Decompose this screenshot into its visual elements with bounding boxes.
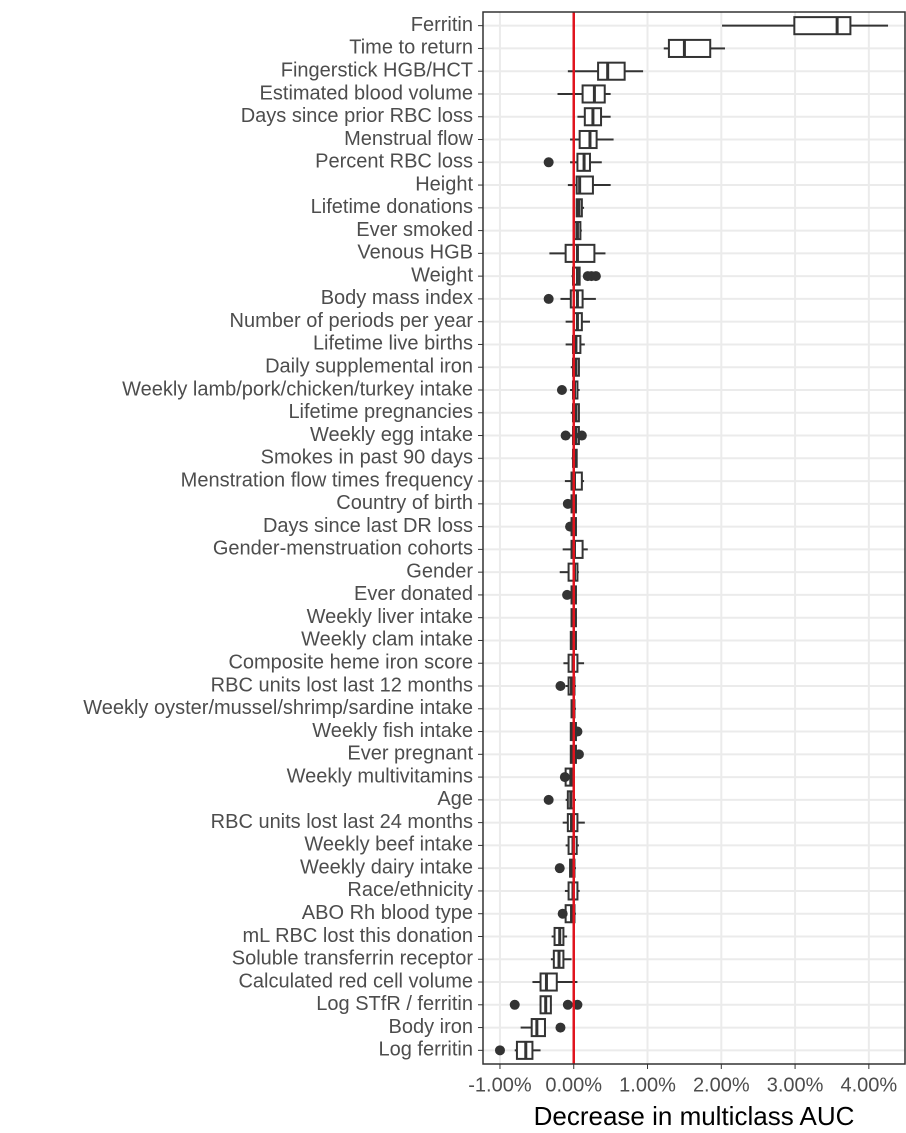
outlier bbox=[543, 293, 554, 304]
outlier bbox=[562, 999, 573, 1010]
x-tick-label: 3.00% bbox=[767, 1074, 824, 1096]
category-label: Fingerstick HGB/HCT bbox=[281, 59, 473, 81]
plot-background bbox=[483, 12, 905, 1064]
box bbox=[539, 972, 558, 992]
category-label: RBC units lost last 24 months bbox=[211, 811, 473, 833]
outlier bbox=[560, 430, 571, 441]
category-label: Body mass index bbox=[321, 287, 473, 309]
category-label: Log STfR / ferritin bbox=[316, 993, 473, 1015]
category-label: Gender bbox=[406, 560, 473, 582]
box bbox=[793, 16, 852, 36]
outlier bbox=[554, 863, 565, 874]
box bbox=[570, 471, 583, 491]
category-label: Height bbox=[415, 173, 473, 195]
category-label: Days since last DR loss bbox=[263, 515, 473, 537]
outlier bbox=[555, 681, 566, 692]
x-tick-label: 1.00% bbox=[619, 1074, 676, 1096]
category-label: Calculated red cell volume bbox=[238, 970, 473, 992]
category-label: Smokes in past 90 days bbox=[261, 447, 473, 469]
category-label: Weekly clam intake bbox=[301, 629, 473, 651]
category-label: Menstrual flow bbox=[344, 128, 473, 150]
category-label: Ferritin bbox=[411, 14, 473, 36]
category-label: Estimated blood volume bbox=[260, 82, 473, 104]
outlier bbox=[559, 772, 570, 783]
box bbox=[570, 539, 584, 559]
category-label: Weight bbox=[411, 264, 473, 286]
category-label: Lifetime pregnancies bbox=[288, 401, 473, 423]
x-axis-title: Decrease in multiclass AUC bbox=[534, 1101, 855, 1131]
box bbox=[564, 243, 596, 263]
category-label: Body iron bbox=[389, 1016, 474, 1038]
category-label: Ever pregnant bbox=[347, 743, 473, 765]
category-label: Composite heme iron score bbox=[228, 652, 473, 674]
box bbox=[578, 129, 598, 150]
outlier bbox=[557, 908, 568, 919]
x-tick-label: 0.00% bbox=[545, 1074, 602, 1096]
outlier bbox=[509, 999, 520, 1010]
category-label: Daily supplemental iron bbox=[265, 356, 473, 378]
category-label: Days since prior RBC loss bbox=[241, 105, 473, 127]
category-label: Weekly liver intake bbox=[307, 606, 473, 628]
outlier bbox=[556, 384, 567, 395]
category-label: Weekly multivitamins bbox=[287, 765, 473, 787]
category-label: Weekly lamb/pork/chicken/turkey intake bbox=[122, 378, 473, 400]
plot-border bbox=[482, 11, 906, 1065]
category-label: Gender-menstruation cohorts bbox=[213, 538, 473, 560]
category-label: Weekly fish intake bbox=[312, 720, 473, 742]
category-label: Ever smoked bbox=[356, 219, 473, 241]
x-tick-label: 2.00% bbox=[693, 1074, 750, 1096]
outlier bbox=[562, 589, 573, 600]
category-label: RBC units lost last 12 months bbox=[211, 674, 473, 696]
outlier bbox=[590, 271, 601, 282]
outlier bbox=[576, 430, 587, 441]
category-label: Age bbox=[437, 788, 473, 810]
category-label: Menstration flow times frequency bbox=[181, 469, 473, 491]
category-label: Weekly egg intake bbox=[310, 424, 473, 446]
box bbox=[597, 61, 626, 81]
category-label: Lifetime live births bbox=[313, 333, 473, 355]
outlier bbox=[573, 749, 584, 760]
category-label: Ever donated bbox=[354, 583, 473, 605]
outlier bbox=[562, 498, 573, 509]
outlier bbox=[555, 1022, 566, 1033]
category-label: Weekly dairy intake bbox=[300, 856, 473, 878]
category-label: Lifetime donations bbox=[311, 196, 473, 218]
outlier bbox=[543, 157, 554, 168]
x-tick-label: 4.00% bbox=[840, 1074, 897, 1096]
category-label: Percent RBC loss bbox=[315, 151, 473, 173]
category-label: Weekly beef intake bbox=[304, 834, 473, 856]
category-label: Race/ethnicity bbox=[347, 879, 473, 901]
category-label: Number of periods per year bbox=[230, 310, 474, 332]
category-label: Time to return bbox=[349, 37, 473, 59]
category-label: Log ferritin bbox=[379, 1039, 474, 1061]
category-label: Venous HGB bbox=[357, 242, 473, 264]
category-label: Country of birth bbox=[336, 492, 473, 514]
category-label: Soluble transferrin receptor bbox=[232, 948, 474, 970]
outlier bbox=[494, 1045, 505, 1056]
category-label: ABO Rh blood type bbox=[302, 902, 473, 924]
category-label: mL RBC lost this donation bbox=[243, 925, 473, 947]
category-label: Weekly oyster/mussel/shrimp/sardine inta… bbox=[83, 697, 473, 719]
box bbox=[667, 38, 712, 58]
x-tick-label: -1.00% bbox=[468, 1074, 532, 1096]
outlier bbox=[543, 794, 554, 805]
